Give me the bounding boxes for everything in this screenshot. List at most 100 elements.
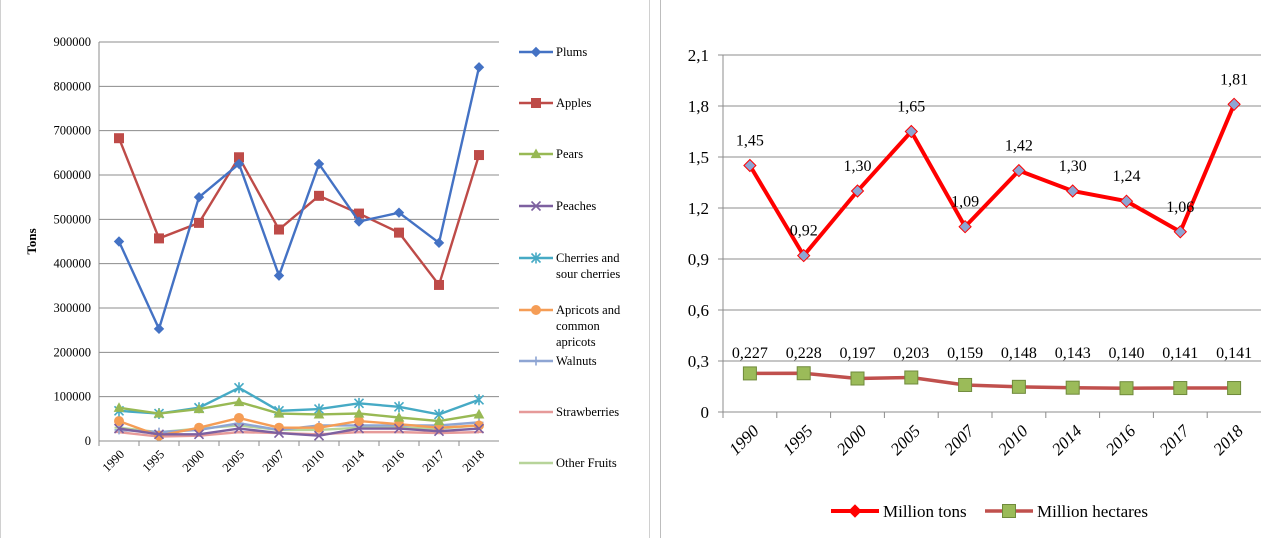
data-point — [796, 366, 811, 381]
series-line — [118, 416, 480, 437]
x-tick-label: 2010 — [300, 447, 328, 475]
x-tick-label: 2007 — [260, 447, 288, 475]
data-point — [113, 236, 125, 247]
x-tick-label: 2016 — [1102, 421, 1140, 459]
x-tick-label: 2005 — [887, 421, 924, 458]
data-point — [114, 416, 124, 427]
data-point — [1119, 381, 1134, 396]
data-label: 0,203 — [893, 345, 929, 362]
legend-swatch-marker — [530, 46, 542, 58]
series-line — [118, 427, 480, 437]
data-point — [1065, 380, 1080, 395]
data-point — [473, 394, 485, 406]
y-tick-label: 100000 — [54, 390, 92, 404]
data-point — [114, 133, 124, 144]
y-tick-label: 1,5 — [688, 148, 709, 167]
series-pears — [113, 396, 485, 426]
legend-label: Other Fruits — [556, 456, 617, 470]
data-point — [153, 407, 165, 418]
y-tick-label: 500000 — [54, 212, 92, 226]
legend-item: Peaches — [519, 199, 596, 213]
data-point — [233, 382, 245, 394]
data-point — [233, 158, 245, 170]
x-tick-label: 2010 — [994, 421, 1032, 459]
legend-label: Apples — [556, 96, 592, 110]
y-tick-label: 700000 — [54, 124, 92, 138]
data-label: 0,159 — [947, 345, 983, 362]
y-tick-label: 0 — [85, 434, 91, 448]
data-point — [113, 423, 125, 434]
y-tick-label: 800000 — [54, 79, 92, 93]
total-production-chart-panel: 0 0,3 0,6 0,9 1,2 1,5 1,8 2,1 1990 1995 2000 2005 20… — [660, 0, 1276, 538]
data-point — [904, 370, 919, 385]
y-tick-label: 600000 — [54, 168, 92, 182]
legend-label: Strawberries — [556, 405, 619, 419]
data-label: 1,45 — [736, 133, 764, 150]
total-production-chart: 0 0,3 0,6 0,9 1,2 1,5 1,8 2,1 1990 1995 2000 2005 20… — [688, 46, 1261, 521]
data-point — [1011, 379, 1026, 394]
data-point — [1173, 381, 1188, 396]
x-tick-label: 1995 — [140, 447, 168, 475]
data-label: 1,24 — [1113, 168, 1141, 185]
fruit-production-chart-panel: 0 100000 200000 300000 400000 500000 600000 700… — [0, 0, 650, 538]
data-point — [353, 216, 365, 227]
data-label: 0,141 — [1216, 345, 1252, 362]
data-point — [743, 158, 757, 173]
data-label: 0,141 — [1162, 345, 1198, 362]
data-point — [473, 62, 485, 73]
data-label: 1,30 — [1059, 158, 1087, 175]
y-tick-label: 1,2 — [688, 199, 709, 218]
data-label: 1,42 — [1005, 138, 1033, 155]
data-label: 0,228 — [786, 345, 822, 362]
data-point — [474, 150, 484, 161]
series-plums — [113, 62, 485, 335]
legend-swatch-marker — [531, 305, 541, 315]
data-point — [1119, 194, 1134, 208]
legend-item: Million hectares — [985, 502, 1148, 521]
legend-label: Plums — [556, 45, 587, 59]
x-tick-label: 2000 — [180, 447, 208, 475]
data-label: 1,81 — [1220, 71, 1248, 88]
legend-label: Million tons — [883, 502, 967, 521]
data-point — [314, 422, 324, 433]
data-point — [393, 401, 405, 413]
data-point — [433, 415, 445, 426]
data-point — [353, 397, 365, 409]
legend-item: Plums — [519, 45, 587, 59]
y-tick-label: 0 — [701, 403, 710, 422]
data-label: 0,148 — [1001, 345, 1037, 362]
legend-swatch-marker — [530, 252, 542, 264]
x-tick-label: 1990 — [725, 421, 763, 459]
data-point — [1012, 163, 1026, 178]
series-line — [749, 371, 1235, 390]
series-line — [748, 103, 1236, 260]
data-point — [433, 426, 445, 437]
data-point — [394, 227, 404, 238]
data-point — [904, 124, 919, 139]
y-tick-label: 2,1 — [688, 46, 709, 65]
data-point — [233, 423, 245, 434]
legend-swatch-marker — [531, 98, 541, 108]
data-point — [1227, 381, 1242, 396]
data-point — [273, 427, 285, 439]
legend-label: Cherries and sour cherries — [556, 251, 620, 281]
data-label: 0,140 — [1109, 345, 1145, 362]
data-point — [154, 430, 164, 441]
data-point — [796, 248, 811, 263]
legend-swatch-marker — [1002, 504, 1016, 518]
data-label: 0,92 — [790, 223, 818, 240]
data-point — [194, 422, 204, 433]
data-point — [1065, 184, 1080, 198]
data-label: 0,197 — [840, 345, 876, 362]
data-label: 1,65 — [897, 99, 925, 116]
legend-item: Million tons — [831, 502, 967, 521]
x-tick-label: 2000 — [833, 421, 871, 459]
data-point — [958, 377, 973, 392]
legend-label: Walnuts — [556, 354, 597, 368]
data-point — [234, 412, 244, 423]
series-apples — [114, 133, 484, 290]
legend-label: Million hectares — [1037, 502, 1148, 521]
x-tick-label: 2007 — [940, 420, 979, 459]
legend-item: Other Fruits — [519, 456, 617, 470]
data-point — [1173, 225, 1188, 239]
